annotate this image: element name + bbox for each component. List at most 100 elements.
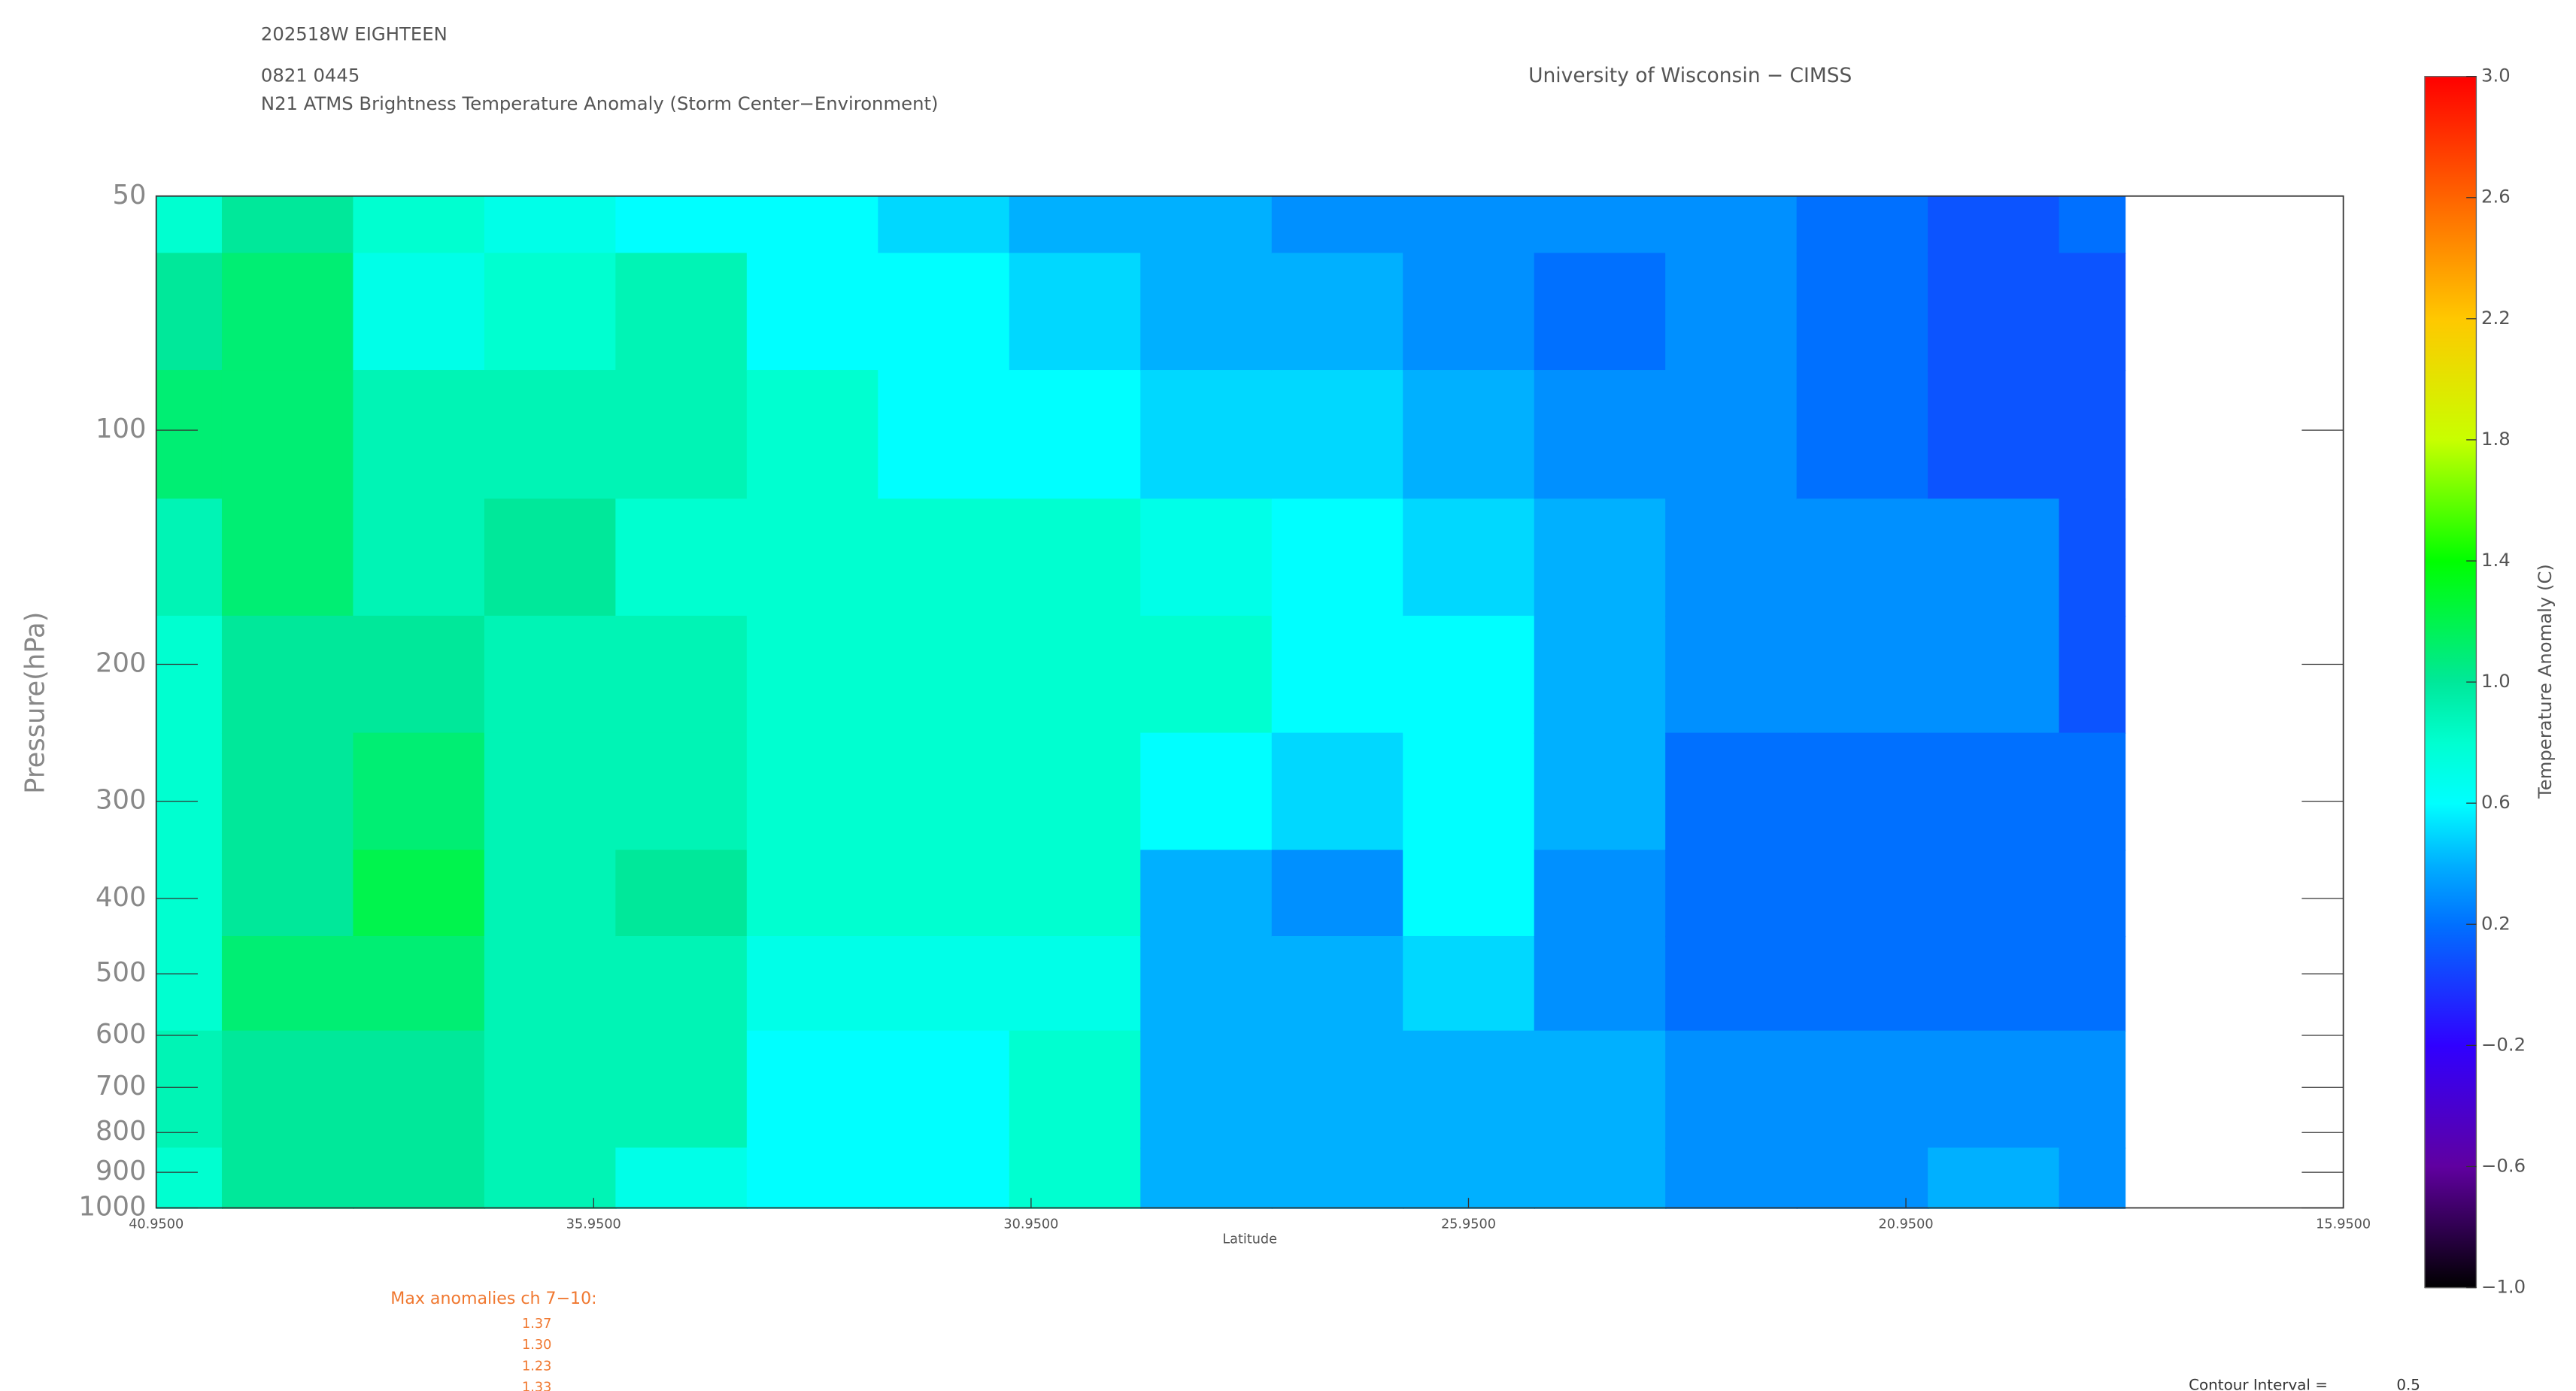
anomaly-cell xyxy=(1534,732,1667,851)
anomaly-cell xyxy=(1534,935,1667,1032)
anomaly-cell xyxy=(1009,935,1142,1032)
anomaly-cell xyxy=(221,935,354,1032)
colorbar-segment xyxy=(2424,863,2477,925)
x-tick-label: 20.9500 xyxy=(1879,1217,1934,1232)
anomaly-cell xyxy=(1796,732,1929,851)
y-tick-label: 500 xyxy=(96,957,146,988)
colorbar-tick-label: 2.6 xyxy=(2481,186,2511,208)
anomaly-cell xyxy=(484,195,617,254)
anomaly-cell xyxy=(615,195,748,254)
anomaly-cell xyxy=(1403,615,1536,734)
anomaly-cell xyxy=(1665,615,1798,734)
anomaly-cell xyxy=(615,615,748,734)
anomaly-cell xyxy=(878,615,1011,734)
colorbar-label: Temperature Anomaly (C) xyxy=(2534,564,2556,799)
anomaly-cell xyxy=(1928,370,2060,500)
anomaly-cell xyxy=(1271,195,1404,254)
anomaly-cell xyxy=(2059,615,2126,734)
anomaly-cell xyxy=(615,370,748,500)
anomaly-cell xyxy=(1796,195,1929,254)
plot-frame xyxy=(155,195,2344,1209)
anomaly-cell xyxy=(221,253,354,371)
colorbar-tick-label: 1.0 xyxy=(2481,670,2511,692)
anomaly-cell xyxy=(353,615,486,734)
anomaly-cell xyxy=(1140,1030,1273,1149)
anomaly-cell xyxy=(1534,1147,1667,1209)
anomaly-cell xyxy=(1928,935,2060,1032)
y-tick-label: 200 xyxy=(96,647,146,678)
anomaly-cell xyxy=(1271,253,1404,371)
anomaly-cell xyxy=(878,1030,1011,1149)
y-tick-label: 600 xyxy=(96,1019,146,1050)
anomaly-cell xyxy=(484,370,617,500)
anomaly-cell xyxy=(1665,935,1798,1032)
anomaly-cell xyxy=(615,253,748,371)
anomaly-cell xyxy=(1534,195,1667,254)
colorbar-tick-label: 2.2 xyxy=(2481,307,2511,329)
colorbar-tick-label: 3.0 xyxy=(2481,65,2511,86)
anomaly-cell xyxy=(156,935,223,1032)
x-tick-label: 25.9500 xyxy=(1441,1217,1496,1232)
anomaly-cell xyxy=(878,195,1011,254)
anomaly-cell xyxy=(1271,1030,1404,1149)
anomaly-cell xyxy=(746,1030,879,1149)
x-tick-label: 35.9500 xyxy=(566,1217,621,1232)
anomaly-cell xyxy=(484,1147,617,1209)
anomaly-cell xyxy=(1009,732,1142,851)
anomaly-cell xyxy=(746,370,879,500)
anomaly-cell xyxy=(1271,850,1404,938)
anomaly-cell xyxy=(878,850,1011,938)
colorbar-segment xyxy=(2424,318,2477,441)
y-tick-label: 800 xyxy=(96,1116,146,1147)
anomaly-cell xyxy=(156,499,223,617)
anomaly-cell xyxy=(353,1147,486,1209)
colorbar-segment xyxy=(2424,561,2477,683)
anomaly-cell xyxy=(746,615,879,734)
anomaly-cell xyxy=(1009,1030,1142,1149)
anomaly-cell xyxy=(1403,195,1536,254)
anomaly-cell xyxy=(1665,499,1798,617)
anomaly-cell xyxy=(746,499,879,617)
anomaly-cell xyxy=(1271,370,1404,500)
colorbar-segment xyxy=(2424,682,2477,744)
colorbar-segment xyxy=(2424,924,2477,1047)
anomaly-cell xyxy=(2059,935,2126,1032)
anomaly-cell xyxy=(156,615,223,734)
colorbar-segment xyxy=(2424,76,2477,198)
y-tick-label: 300 xyxy=(96,785,146,816)
anomaly-cell xyxy=(484,615,617,734)
anomaly-cell xyxy=(1928,615,2060,734)
anomaly-cell xyxy=(746,253,879,371)
y-tick-label: 50 xyxy=(112,180,146,211)
anomaly-cell xyxy=(1796,1030,1929,1149)
anomaly-cell xyxy=(2059,850,2126,938)
anomaly-cell xyxy=(221,370,354,500)
anomaly-cell xyxy=(615,1147,748,1209)
anomaly-cell xyxy=(156,850,223,938)
colorbar-segment xyxy=(2424,439,2477,562)
anomaly-cell xyxy=(1140,935,1273,1032)
anomaly-cell xyxy=(2059,195,2126,254)
anomaly-cell xyxy=(1140,499,1273,617)
y-axis-label: Pressure(hPa) xyxy=(20,612,51,794)
anomaly-cell xyxy=(1140,850,1273,938)
anomaly-cell xyxy=(1403,850,1536,938)
anomaly-cell xyxy=(1796,499,1929,617)
colorbar-segment xyxy=(2424,803,2477,865)
anomaly-cell xyxy=(156,1030,223,1149)
anomaly-cell xyxy=(1271,935,1404,1032)
anomaly-cell xyxy=(1928,1030,2060,1149)
x-tick-label: 15.9500 xyxy=(2316,1217,2371,1232)
y-tick-label: 400 xyxy=(96,882,146,913)
anomaly-cell xyxy=(615,732,748,851)
anomaly-cell xyxy=(1665,1030,1798,1149)
anomaly-cell xyxy=(1796,850,1929,938)
anomaly-cell xyxy=(1009,499,1142,617)
colorbar-segment xyxy=(2424,197,2477,320)
anomaly-cell xyxy=(1928,850,2060,938)
anomaly-cell xyxy=(615,1030,748,1149)
anomaly-cell xyxy=(1009,850,1142,938)
anomaly-cell xyxy=(2059,499,2126,617)
colorbar-segment xyxy=(2424,742,2477,804)
